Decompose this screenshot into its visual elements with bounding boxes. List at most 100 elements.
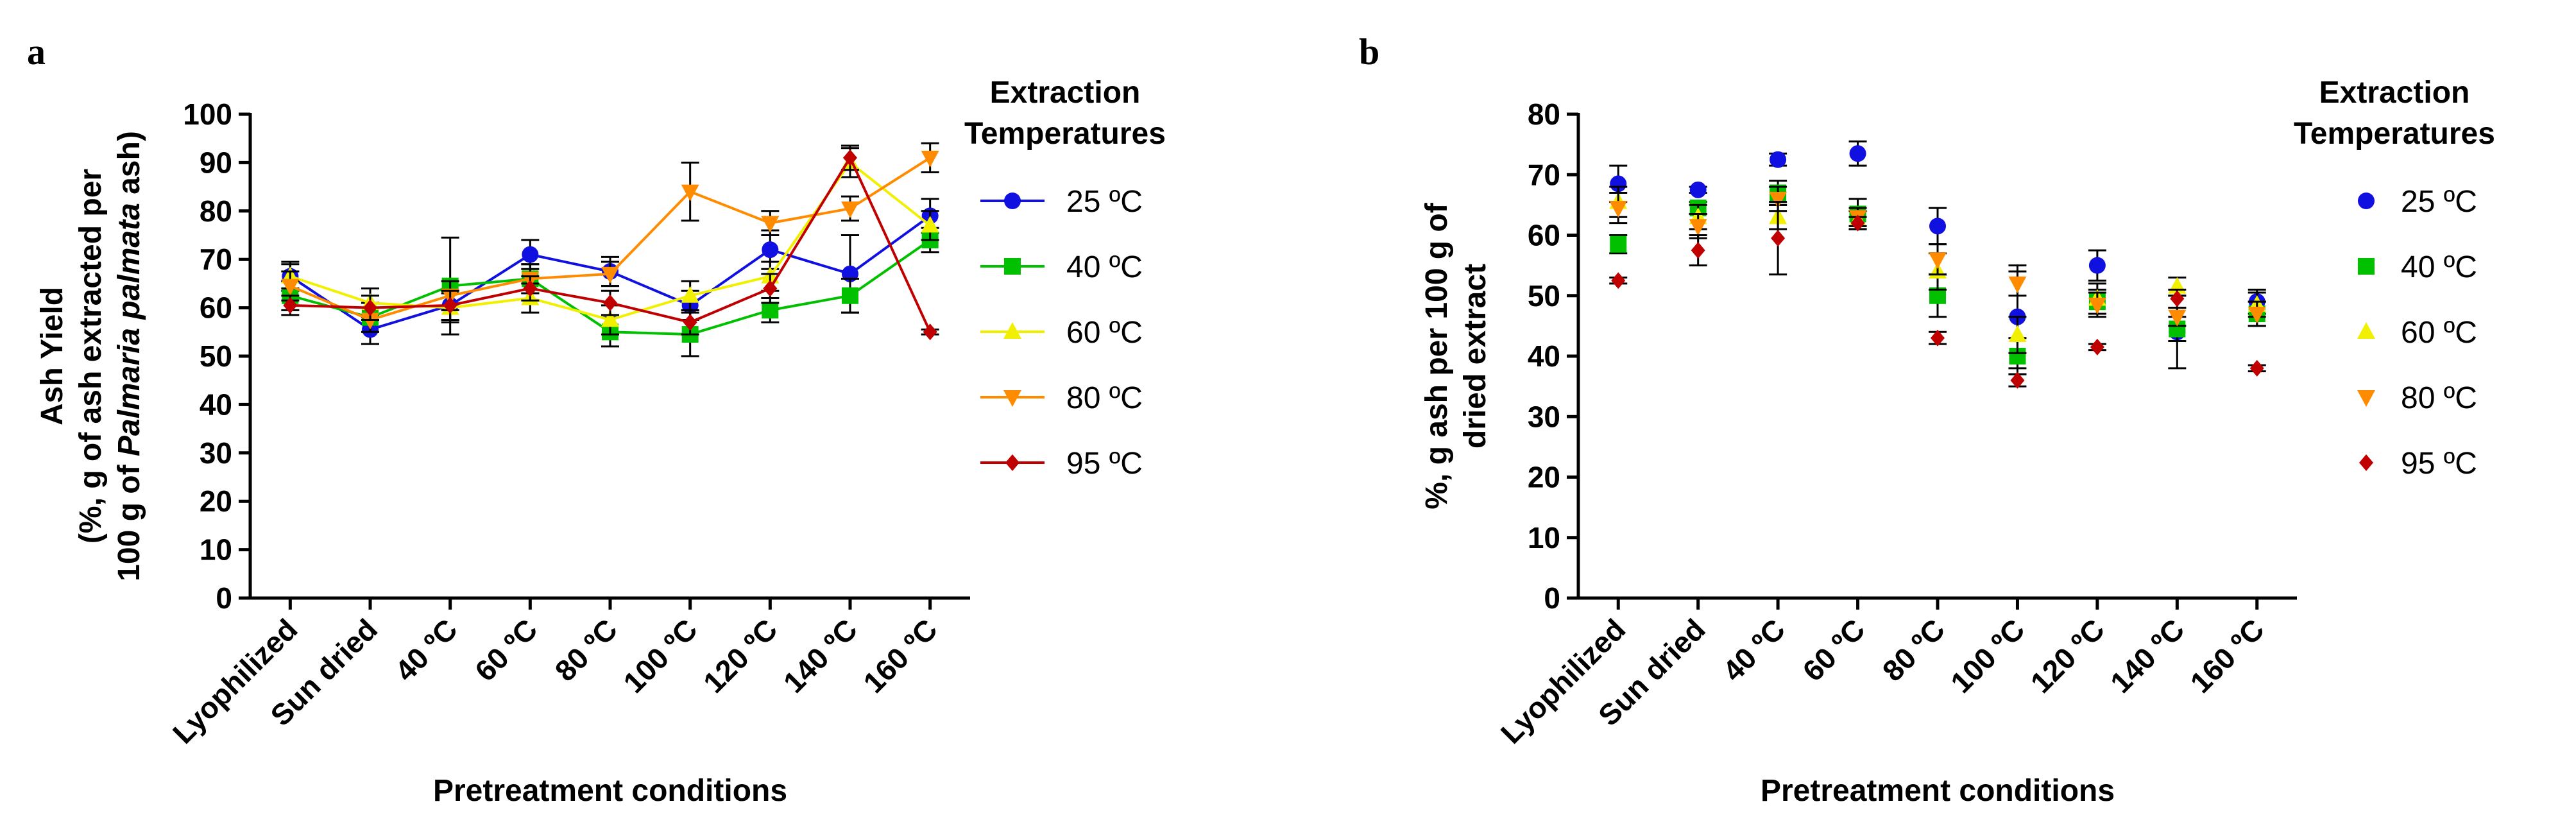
y-tick-label: 30 — [1528, 400, 1560, 433]
x-tick-label: 60 ºC — [468, 612, 543, 687]
data-point — [363, 299, 377, 316]
legend-title-line: Extraction — [990, 76, 1141, 110]
legend-marker — [2358, 193, 2375, 209]
legend-label: 25 ºC — [2401, 185, 2477, 219]
legend-marker — [1004, 193, 1021, 209]
data-point — [1689, 219, 1707, 236]
legend-label: 40 ºC — [2401, 250, 2477, 284]
data-point — [2008, 325, 2027, 343]
data-point — [2090, 338, 2104, 356]
y-tick-label: 100 — [183, 98, 232, 131]
data-point — [763, 280, 778, 297]
y-axis-title-line: %, g ash per 100 g of — [1420, 202, 1454, 509]
legend-marker — [2357, 390, 2375, 407]
y-tick-label: 20 — [200, 484, 232, 518]
legend-marker — [1003, 390, 1021, 407]
y-tick-label: 0 — [1544, 581, 1560, 615]
legend-label: 60 ºC — [2401, 316, 2477, 350]
data-point — [761, 216, 780, 233]
data-point — [1850, 214, 1865, 232]
y-tick-label: 50 — [1528, 279, 1560, 313]
legend-label: 60 ºC — [1066, 316, 1143, 350]
y-axis-title-line: dried extract — [1458, 264, 1492, 449]
legend-marker — [1004, 258, 1021, 275]
x-tick-label: 60 ºC — [1796, 612, 1871, 687]
series-3 — [1609, 185, 2266, 327]
data-point — [762, 241, 779, 259]
data-point — [681, 184, 699, 201]
y-tick-label: 80 — [200, 194, 232, 228]
data-point — [1769, 191, 1787, 209]
legend-title-line: Extraction — [2319, 76, 2470, 110]
y-tick-label: 30 — [200, 436, 232, 470]
x-tick-label: 120 ºC — [697, 612, 783, 699]
legend-label: 40 ºC — [1066, 250, 1143, 284]
data-point — [1610, 236, 1627, 253]
data-point — [843, 149, 857, 166]
legend-marker — [2358, 258, 2375, 275]
x-tick-label: 40 ºC — [388, 612, 463, 687]
data-point — [1929, 252, 1947, 270]
data-point — [1611, 272, 1626, 289]
series-4 — [1609, 201, 2266, 389]
legend-label: 95 ºC — [2401, 447, 2477, 481]
data-point — [841, 201, 859, 219]
y-tick-label: 70 — [200, 243, 232, 276]
y-axis-title-part: ash) — [112, 131, 146, 203]
y-axis-title-line: 100 g of Palmaria palmata ash) — [112, 131, 146, 581]
data-point — [683, 314, 697, 331]
x-tick-label: 40 ºC — [1716, 612, 1791, 687]
data-point — [1609, 201, 1628, 218]
legend-label: 80 ºC — [1066, 381, 1143, 415]
y-tick-label: 20 — [1528, 461, 1560, 494]
x-axis-title: Pretreatment conditions — [433, 774, 787, 808]
data-point — [923, 323, 937, 341]
x-axis-title: Pretreatment conditions — [1761, 774, 2115, 808]
data-point — [2088, 257, 2106, 274]
y-axis-title-line: Ash Yield — [35, 287, 69, 425]
x-tick-label: 80 ºC — [549, 612, 624, 687]
y-tick-label: 80 — [1528, 98, 1560, 131]
data-point — [1610, 175, 1627, 193]
series-4 — [281, 144, 939, 341]
data-point — [603, 295, 617, 312]
y-tick-label: 90 — [200, 146, 232, 179]
legend-label: 95 ºC — [1066, 447, 1143, 481]
y-tick-label: 40 — [200, 388, 232, 421]
y-tick-label: 60 — [1528, 219, 1560, 252]
data-point — [601, 310, 619, 327]
legend-marker — [1005, 454, 1019, 471]
x-tick-label: 100 ºC — [617, 612, 703, 699]
x-tick-label: 80 ºC — [1876, 612, 1951, 687]
data-point — [443, 296, 457, 314]
x-tick-label: 160 ºC — [857, 612, 943, 699]
data-point — [1770, 151, 1787, 168]
data-point — [2168, 309, 2187, 327]
data-point — [842, 287, 858, 304]
legend-label: 80 ºC — [2401, 381, 2477, 415]
data-point — [1929, 218, 1946, 235]
y-tick-label: 70 — [1528, 158, 1560, 191]
legend-label: 25 ºC — [1066, 185, 1143, 219]
data-point — [2249, 359, 2264, 377]
x-tick-label: 120 ºC — [2024, 612, 2111, 699]
y-tick-label: 10 — [200, 533, 232, 567]
data-point — [601, 266, 619, 284]
data-point — [523, 280, 538, 297]
data-point — [1931, 329, 1945, 347]
y-tick-label: 40 — [1528, 339, 1560, 373]
data-point — [361, 313, 379, 330]
y-tick-label: 60 — [200, 291, 232, 325]
data-point — [283, 296, 298, 314]
x-tick-label: 140 ºC — [777, 612, 864, 699]
y-tick-label: 0 — [216, 581, 232, 615]
data-point — [1691, 242, 1705, 259]
panel-a-letter: a — [27, 31, 46, 73]
y-axis-title-part: 100 g of — [112, 456, 146, 581]
y-axis-title-line: (%, g of ash extracted per — [74, 169, 108, 544]
data-point — [2010, 372, 2025, 389]
data-point — [1689, 181, 1707, 198]
